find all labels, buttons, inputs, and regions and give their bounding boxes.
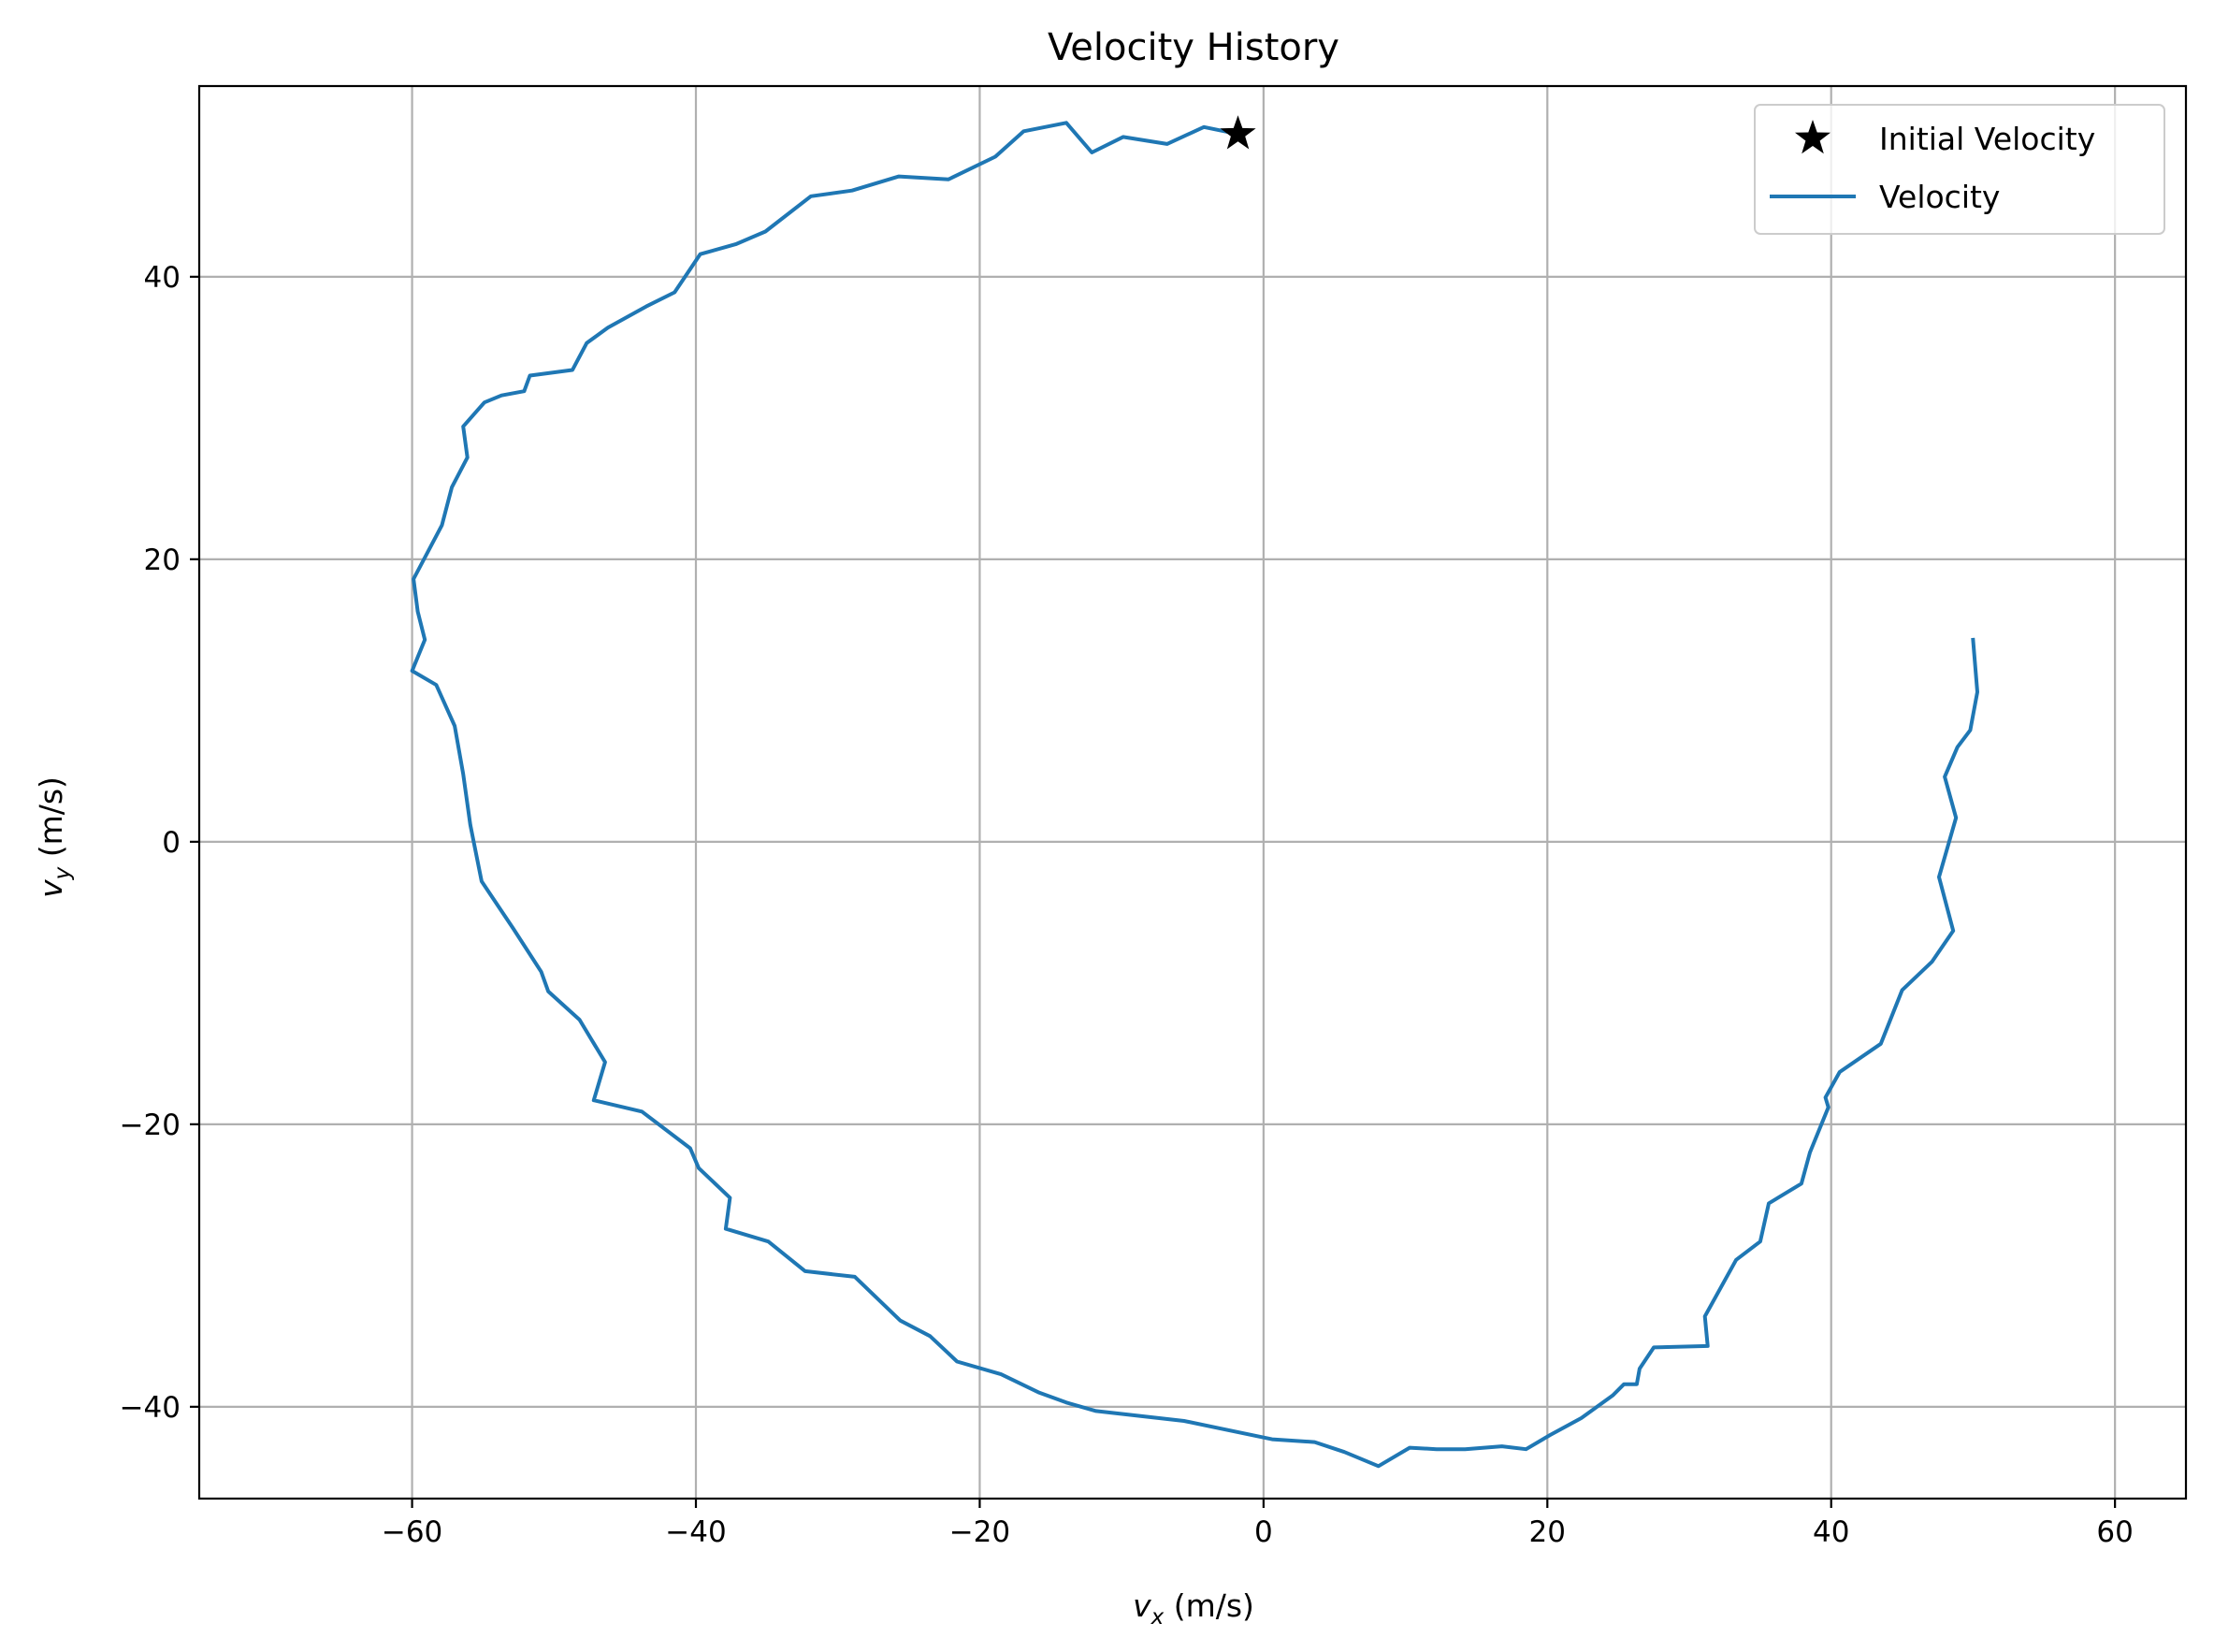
y-tick-label: 20 — [144, 543, 181, 577]
velocity-series-line — [410, 121, 1979, 1469]
marker-layer — [1220, 115, 1256, 150]
legend-label-velocity: Velocity — [1879, 179, 2000, 215]
x-axis-label-sub: x — [1150, 1605, 1165, 1630]
y-axis-label-sub: y — [51, 866, 75, 880]
grid-lines — [199, 86, 2186, 1499]
x-tick-label: −40 — [665, 1515, 726, 1549]
x-tick-label: 40 — [1813, 1515, 1849, 1549]
legend: Initial Velocity Velocity — [1754, 104, 2165, 235]
y-tick-label: 40 — [144, 261, 181, 295]
x-tick-label: −60 — [382, 1515, 442, 1549]
x-tick-label: 60 — [2096, 1515, 2133, 1549]
x-tick-label: 20 — [1529, 1515, 1566, 1549]
legend-label-initial-velocity: Initial Velocity — [1879, 121, 2095, 157]
y-axis-label: vy (m/s) — [33, 776, 75, 898]
x-axis-label-unit: (m/s) — [1164, 1587, 1254, 1624]
y-axis-label-unit: (m/s) — [33, 776, 69, 867]
legend-box — [1754, 104, 2165, 235]
y-tick-label: 0 — [162, 826, 181, 860]
chart-title: Velocity History — [1048, 26, 1339, 69]
legend-star-icon — [1795, 120, 1831, 154]
legend-star-shape — [1795, 120, 1831, 154]
y-tick-label: −20 — [120, 1109, 181, 1142]
x-axis-label-var: v — [1133, 1587, 1151, 1624]
y-tick-label: −40 — [120, 1391, 181, 1425]
y-axis-label-var: v — [33, 879, 69, 898]
series-layer — [410, 121, 1979, 1469]
plot-frame — [197, 84, 2188, 1500]
x-tick-label: 0 — [1254, 1515, 1273, 1549]
x-tick-label: −20 — [949, 1515, 1010, 1549]
axis-ticks: −60 −40 −20 0 20 40 60 −40 −20 0 20 40 — [120, 261, 2134, 1549]
initial-velocity-marker — [1220, 115, 1256, 150]
x-axis-label: vx (m/s) — [1133, 1587, 1254, 1630]
